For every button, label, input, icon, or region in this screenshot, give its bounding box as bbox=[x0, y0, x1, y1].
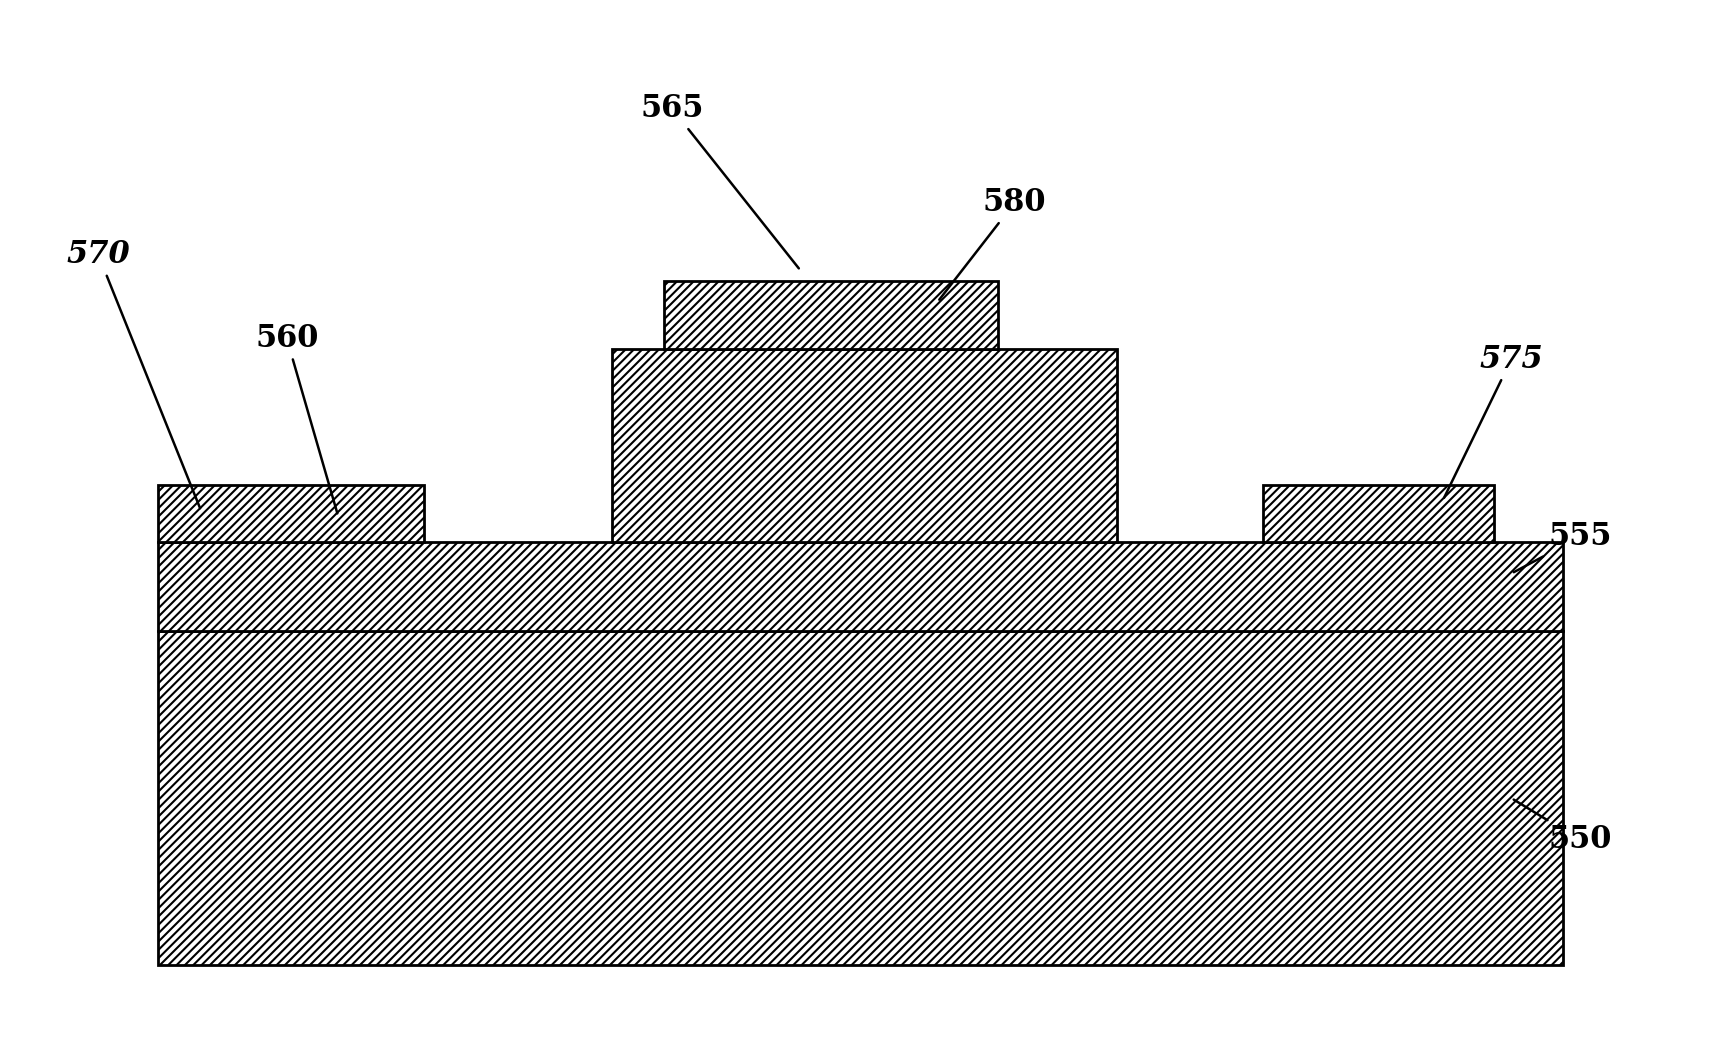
Bar bbox=[664, 281, 998, 349]
Text: 560: 560 bbox=[255, 323, 337, 514]
Bar bbox=[158, 484, 423, 542]
Text: 555: 555 bbox=[1514, 521, 1611, 572]
Text: 565: 565 bbox=[640, 93, 799, 269]
Bar bbox=[158, 631, 1563, 966]
Text: 570: 570 bbox=[67, 239, 200, 509]
Bar bbox=[613, 349, 1117, 542]
Text: 550: 550 bbox=[1514, 799, 1611, 855]
Bar bbox=[158, 542, 1563, 631]
Text: 580: 580 bbox=[940, 187, 1046, 300]
Text: 575: 575 bbox=[1444, 344, 1544, 498]
Bar bbox=[1263, 484, 1494, 542]
